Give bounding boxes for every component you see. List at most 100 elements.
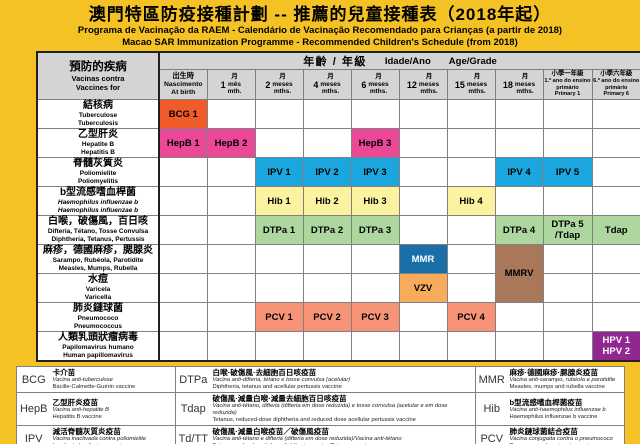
column-header-m15: 15 月 meses mths. bbox=[446, 69, 496, 100]
table-header-band-row: 預防的疾病 Vacinas contra Vaccines for 年齡 / 年級 Id… bbox=[36, 51, 640, 100]
empty-cell bbox=[206, 99, 256, 129]
disease-en: Human papillomavirus bbox=[63, 352, 133, 359]
legend-definition: 卡介苗 Vacina anti-tuberculose Bacille-Calmet… bbox=[50, 366, 176, 393]
empty-cell bbox=[158, 244, 208, 274]
vaccine-label: Hib 1 bbox=[267, 195, 291, 207]
disease-zh: 麻疹，德國麻疹，腮腺炎 bbox=[43, 245, 153, 256]
vaccine-label: DTPa 5 bbox=[551, 219, 584, 230]
disease-en: Measles, Mumps, Rubella bbox=[58, 265, 138, 272]
column-header-p1: 小學一年級 1.º ano do ensino primário Primary 1 bbox=[542, 69, 593, 100]
vaccine-cell: IPV 3 bbox=[350, 157, 400, 187]
vaccine-label: Hib 3 bbox=[363, 195, 387, 207]
disease-en: Varicella bbox=[84, 294, 112, 301]
empty-cell bbox=[591, 157, 640, 187]
disease-row: 脊髓灰質炎 Poliomielite Poliomyelitis IPV 1 IPV … bbox=[36, 157, 640, 187]
legend-pt: Vacina anti-tétano, difteria (difteria e… bbox=[212, 403, 448, 416]
vaccine-cell: Hib 1 bbox=[254, 186, 304, 216]
disease-name-cell: b型流感嗜血桿菌 Haemophilus influenzae b Haemophi… bbox=[36, 186, 160, 216]
vaccine-label: DTPa 2 bbox=[310, 224, 344, 236]
legend-zh: 乙型肝炎疫苗 bbox=[52, 397, 99, 407]
column-header-m2: 2 月 meses mths. bbox=[254, 69, 304, 100]
legend-row: BCG 卡介苗 Vacina anti-tuberculose Bacille-Cal… bbox=[16, 366, 625, 393]
vaccine-label: HepB 2 bbox=[214, 137, 248, 149]
empty-cell bbox=[158, 302, 208, 332]
legend-definition: 麻疹·德國麻疹·腮腺炎疫苗 Vacina anti-sarampo, rubéol… bbox=[507, 366, 625, 393]
age-grade-band: 年齡 / 年級 Idade/Ano Age/Grade bbox=[158, 51, 640, 70]
empty-cell bbox=[158, 273, 208, 303]
empty-cell bbox=[591, 244, 640, 274]
vaccine-cell: DTPa 2 bbox=[302, 215, 352, 245]
empty-cell bbox=[206, 157, 256, 187]
empty-cell bbox=[302, 99, 352, 129]
legend-abbr: MMR bbox=[475, 366, 508, 393]
empty-cell bbox=[350, 273, 400, 303]
disease-name-cell: 肺炎鏈球菌 Pneumococo Pneumococcus bbox=[36, 302, 160, 332]
disease-zh: 白喉，破傷風，百日咳 bbox=[48, 216, 148, 227]
empty-cell bbox=[591, 186, 640, 216]
empty-cell bbox=[591, 128, 640, 158]
legend-abbr: PCV bbox=[475, 425, 508, 444]
vaccine-cell: HepB 1 bbox=[158, 128, 208, 158]
legend-pt: Vacina anti-sarampo, rubéola e parotidit… bbox=[509, 377, 616, 383]
empty-cell bbox=[494, 302, 544, 332]
vaccine-label: IPV 2 bbox=[315, 166, 339, 178]
legend-en: Diphtheria, tetanus and acellular pertus… bbox=[212, 384, 342, 390]
empty-cell bbox=[206, 186, 256, 216]
disease-en: Pneumococcus bbox=[73, 323, 123, 330]
empty-cell bbox=[254, 128, 304, 158]
column-header-m18: 18 月 meses mths. bbox=[494, 69, 544, 100]
disease-column-header: 預防的疾病 Vacinas contra Vaccines for bbox=[36, 51, 160, 100]
empty-cell bbox=[254, 99, 304, 129]
vaccine-cell: PCV 3 bbox=[350, 302, 400, 332]
legend-pt: Vacina anti-hepatite B bbox=[52, 406, 110, 413]
disease-zh: 乙型肝炎 bbox=[78, 129, 118, 140]
legend-definition: b型流感嗜血桿菌疫苗 Vacina anti-haemophilus influe… bbox=[507, 392, 625, 426]
legend-definition: 破傷風·減量白喉疫苗／破傷風疫苗 Vacina anti-tétano e dif… bbox=[210, 425, 476, 444]
legend-en: Hepatitis B vaccine bbox=[52, 413, 102, 420]
empty-cell bbox=[446, 157, 496, 187]
vaccine-label: PCV 1 bbox=[265, 311, 293, 323]
vaccine-cell: IPV 1 bbox=[254, 157, 304, 187]
empty-cell bbox=[206, 273, 256, 303]
disease-header-zh: 預防的疾病 bbox=[69, 61, 127, 73]
disease-zh: b型流感嗜血桿菌 bbox=[59, 187, 137, 198]
legend-zh: 白喉·破傷風·去細胞百日咳疫苗 bbox=[212, 368, 317, 377]
empty-cell bbox=[542, 302, 593, 332]
vaccine-cell: PCV 2 bbox=[302, 302, 352, 332]
legend-zh: 肺炎鏈球菌結合疫苗 bbox=[509, 427, 578, 436]
empty-cell bbox=[591, 273, 640, 303]
vaccine-cell: PCV 4 bbox=[446, 302, 496, 332]
disease-zh: 肺炎鏈球菌 bbox=[73, 303, 123, 314]
disease-row: 水痘 Varicela Varicella VZV bbox=[36, 273, 640, 303]
disease-row: b型流感嗜血桿菌 Haemophilus influenzae b Haemophi… bbox=[36, 186, 640, 216]
legend-pt: Vacina anti-tuberculose bbox=[52, 377, 113, 383]
vaccine-cell: VZV bbox=[398, 273, 448, 303]
empty-cell bbox=[446, 273, 496, 303]
empty-cell bbox=[206, 244, 256, 274]
disease-pt: Varicela bbox=[85, 286, 111, 293]
empty-cell bbox=[398, 99, 448, 129]
vaccine-cell: MMRV bbox=[494, 244, 544, 303]
empty-cell bbox=[542, 186, 593, 216]
empty-cell bbox=[158, 186, 208, 216]
disease-pt: Sarampo, Rubéola, Parotidite bbox=[52, 257, 144, 264]
legend-definition: 白喉·破傷風·去細胞百日咳疫苗 Vacina anti-difteria, tét… bbox=[210, 366, 476, 393]
vaccine-label: IPV 3 bbox=[363, 166, 387, 178]
vaccine-label: IPV 5 bbox=[555, 166, 580, 178]
vaccine-label: HepB 3 bbox=[358, 137, 392, 149]
legend-pt: Vacina inactivada contra poliomielite bbox=[52, 436, 147, 442]
empty-cell bbox=[254, 244, 304, 274]
vaccine-cell: Tdap bbox=[591, 215, 640, 245]
disease-pt: Difteria, Tétano, Tosse Convulsa bbox=[47, 228, 149, 235]
vaccine-cell: HepB 2 bbox=[206, 128, 256, 158]
column-header-m1: 1 月 mês mth. bbox=[206, 69, 256, 100]
vaccine-cell: Hib 4 bbox=[446, 186, 496, 216]
vaccine-cell: DTPa 1 bbox=[254, 215, 304, 245]
table-column-header-row: 出生時 Nascimento At birth 1 月 mês mth. 2 月 meses mth… bbox=[37, 69, 640, 100]
vaccine-cell: DTPa 3 bbox=[350, 215, 400, 245]
disease-en: Hepatitis B bbox=[81, 149, 115, 156]
empty-cell bbox=[398, 186, 448, 216]
empty-cell bbox=[158, 157, 208, 187]
legend-abbr: BCG bbox=[16, 366, 51, 393]
vaccine-cell: Hib 3 bbox=[350, 186, 400, 216]
